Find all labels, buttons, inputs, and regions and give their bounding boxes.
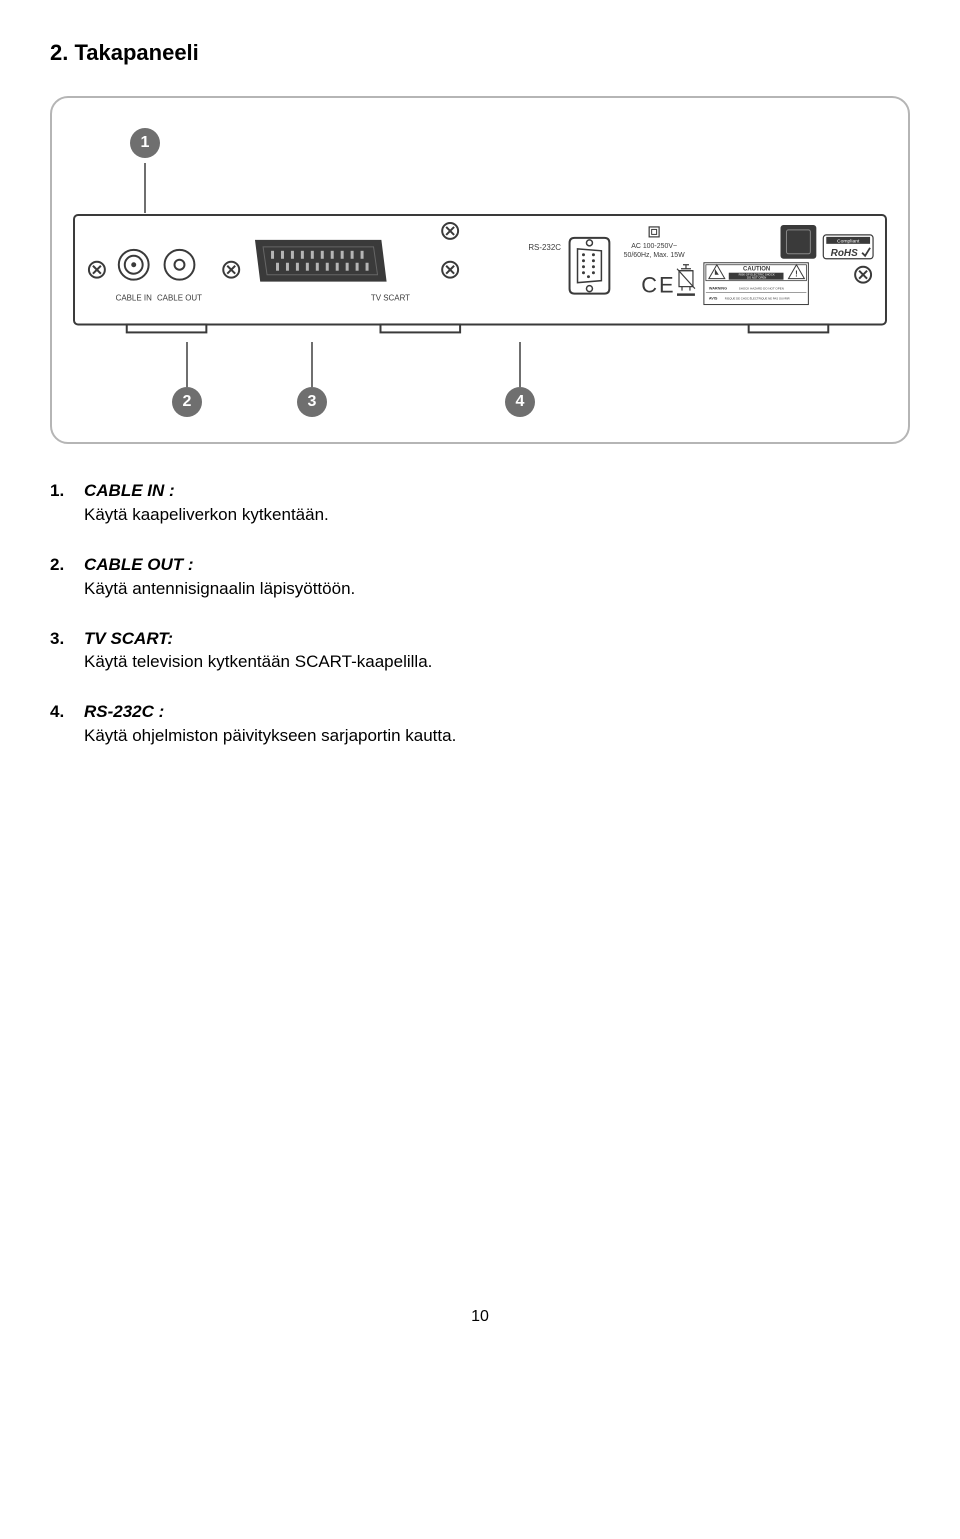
item-term: CABLE IN : [84,481,175,500]
label-rs232c: RS-232C [528,243,561,252]
item-desc: Käytä antennisignaalin läpisyöttöön. [84,579,355,598]
svg-text:DO NOT OPEN: DO NOT OPEN [747,276,766,280]
callout-3-group: 3 [297,342,327,417]
item-desc: Käytä ohjelmiston päivitykseen sarjaport… [84,726,456,745]
rear-panel-diagram: CABLE IN CABLE OUT TV SCART RS-232C [72,213,888,342]
item-number: 3. [50,627,84,675]
list-item: 3. TV SCART: Käytä television kytkentään… [50,627,910,675]
svg-text:!: ! [795,270,798,279]
list-item: 2. CABLE OUT : Käytä antennisignaalin lä… [50,553,910,601]
callout-3: 3 [297,387,327,417]
callout-4-group: 4 [505,342,535,417]
label-ac-line2: 50/60Hz, Max. 15W [624,252,685,259]
item-number: 4. [50,700,84,748]
label-rohs: RoHS [831,248,858,259]
svg-text:SHOCK HAZARD DO NOT OPEN: SHOCK HAZARD DO NOT OPEN [739,287,784,291]
item-desc: Käytä kaapeliverkon kytkentään. [84,505,329,524]
ce-mark: CE [641,273,675,298]
callout-4: 4 [505,387,535,417]
callout-2-group: 2 [172,342,202,417]
label-compliant: Compliant [837,238,860,244]
svg-text:RISQUE DE CHOC ÉLECTRIQUE NE P: RISQUE DE CHOC ÉLECTRIQUE NE PAS OUVRIR [725,296,790,301]
page-number: 10 [50,1308,910,1326]
diagram-container: 1 CABLE IN CABLE OUT TV SCART [50,96,910,444]
item-number: 1. [50,479,84,527]
callout-bottom-row: 2 3 4 [72,342,888,417]
label-ac-line1: AC 100-250V~ [631,243,677,250]
label-warning: WARNING [709,287,727,291]
item-desc: Käytä television kytkentään SCART-kaapel… [84,652,432,671]
label-tv-scart: TV SCART [371,294,410,303]
item-term: RS-232C : [84,702,164,721]
callout-top-group: 1 [72,128,888,158]
item-term: TV SCART: [84,629,173,648]
description-list: 1. CABLE IN : Käytä kaapeliverkon kytken… [50,479,910,747]
item-term: CABLE OUT : [84,555,194,574]
label-cable-in: CABLE IN [116,294,152,303]
callout-1: 1 [130,128,160,158]
list-item: 1. CABLE IN : Käytä kaapeliverkon kytken… [50,479,910,527]
section-heading: 2. Takapaneeli [50,40,910,66]
list-item: 4. RS-232C : Käytä ohjelmiston päivityks… [50,700,910,748]
callout-1-line [144,163,146,213]
item-number: 2. [50,553,84,601]
label-avis: AVIS [709,297,718,301]
label-cable-out: CABLE OUT [157,294,202,303]
callout-2: 2 [172,387,202,417]
